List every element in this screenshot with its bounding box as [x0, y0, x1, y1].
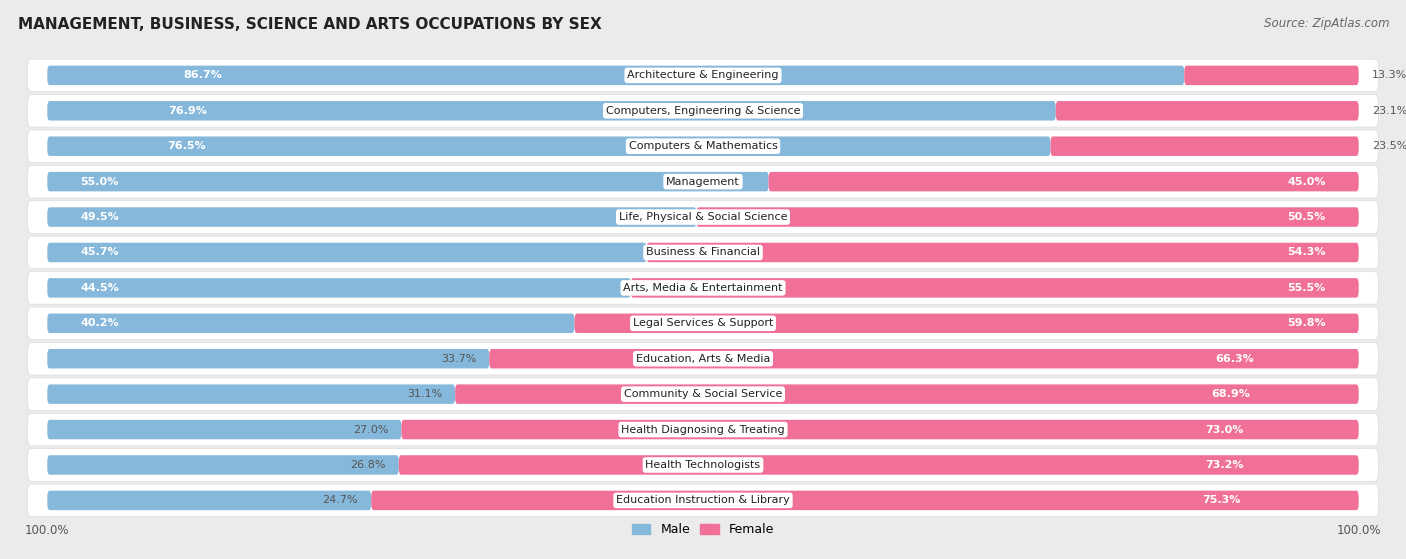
- Text: 73.0%: 73.0%: [1205, 424, 1244, 434]
- Text: Legal Services & Support: Legal Services & Support: [633, 318, 773, 328]
- Text: 55.5%: 55.5%: [1288, 283, 1326, 293]
- FancyBboxPatch shape: [456, 385, 1358, 404]
- Text: 76.5%: 76.5%: [167, 141, 207, 151]
- FancyBboxPatch shape: [28, 94, 1378, 127]
- FancyBboxPatch shape: [48, 491, 371, 510]
- Text: 75.3%: 75.3%: [1202, 495, 1240, 505]
- Text: 59.8%: 59.8%: [1288, 318, 1326, 328]
- Text: 86.7%: 86.7%: [184, 70, 222, 80]
- FancyBboxPatch shape: [48, 349, 489, 368]
- FancyBboxPatch shape: [28, 484, 1378, 517]
- Legend: Male, Female: Male, Female: [627, 518, 779, 542]
- FancyBboxPatch shape: [575, 314, 1358, 333]
- FancyBboxPatch shape: [48, 207, 696, 227]
- Text: MANAGEMENT, BUSINESS, SCIENCE AND ARTS OCCUPATIONS BY SEX: MANAGEMENT, BUSINESS, SCIENCE AND ARTS O…: [18, 17, 602, 32]
- Text: Health Technologists: Health Technologists: [645, 460, 761, 470]
- Text: 45.7%: 45.7%: [80, 248, 118, 258]
- Text: Business & Financial: Business & Financial: [645, 248, 761, 258]
- Text: 66.3%: 66.3%: [1216, 354, 1254, 364]
- Text: Community & Social Service: Community & Social Service: [624, 389, 782, 399]
- Text: 50.5%: 50.5%: [1288, 212, 1326, 222]
- Text: 76.9%: 76.9%: [169, 106, 207, 116]
- FancyBboxPatch shape: [1056, 101, 1358, 121]
- FancyBboxPatch shape: [28, 236, 1378, 269]
- FancyBboxPatch shape: [371, 491, 1358, 510]
- Text: 68.9%: 68.9%: [1212, 389, 1250, 399]
- FancyBboxPatch shape: [28, 449, 1378, 481]
- Text: 23.1%: 23.1%: [1372, 106, 1406, 116]
- Text: Education, Arts & Media: Education, Arts & Media: [636, 354, 770, 364]
- FancyBboxPatch shape: [28, 165, 1378, 198]
- Text: Management: Management: [666, 177, 740, 187]
- FancyBboxPatch shape: [647, 243, 1358, 262]
- Text: 33.7%: 33.7%: [440, 354, 477, 364]
- FancyBboxPatch shape: [696, 207, 1358, 227]
- Text: 45.0%: 45.0%: [1288, 177, 1326, 187]
- Text: 40.2%: 40.2%: [80, 318, 118, 328]
- Text: Arts, Media & Entertainment: Arts, Media & Entertainment: [623, 283, 783, 293]
- FancyBboxPatch shape: [28, 307, 1378, 340]
- Text: Architecture & Engineering: Architecture & Engineering: [627, 70, 779, 80]
- Text: 23.5%: 23.5%: [1372, 141, 1406, 151]
- FancyBboxPatch shape: [28, 272, 1378, 304]
- FancyBboxPatch shape: [48, 101, 1056, 121]
- FancyBboxPatch shape: [769, 172, 1358, 191]
- FancyBboxPatch shape: [48, 172, 769, 191]
- FancyBboxPatch shape: [28, 59, 1378, 92]
- Text: 55.0%: 55.0%: [80, 177, 118, 187]
- FancyBboxPatch shape: [48, 243, 647, 262]
- FancyBboxPatch shape: [28, 378, 1378, 410]
- FancyBboxPatch shape: [1050, 136, 1358, 156]
- FancyBboxPatch shape: [48, 278, 631, 297]
- Text: 73.2%: 73.2%: [1205, 460, 1243, 470]
- FancyBboxPatch shape: [48, 314, 575, 333]
- Text: 24.7%: 24.7%: [322, 495, 359, 505]
- FancyBboxPatch shape: [28, 130, 1378, 163]
- FancyBboxPatch shape: [631, 278, 1358, 297]
- Text: 44.5%: 44.5%: [80, 283, 120, 293]
- FancyBboxPatch shape: [1184, 65, 1358, 85]
- Text: 31.1%: 31.1%: [406, 389, 441, 399]
- Text: 49.5%: 49.5%: [80, 212, 120, 222]
- Text: Computers, Engineering & Science: Computers, Engineering & Science: [606, 106, 800, 116]
- Text: Computers & Mathematics: Computers & Mathematics: [628, 141, 778, 151]
- FancyBboxPatch shape: [28, 343, 1378, 375]
- FancyBboxPatch shape: [48, 136, 1050, 156]
- Text: 27.0%: 27.0%: [353, 424, 388, 434]
- FancyBboxPatch shape: [399, 455, 1358, 475]
- Text: Life, Physical & Social Science: Life, Physical & Social Science: [619, 212, 787, 222]
- FancyBboxPatch shape: [48, 385, 456, 404]
- Text: Education Instruction & Library: Education Instruction & Library: [616, 495, 790, 505]
- Text: 13.3%: 13.3%: [1372, 70, 1406, 80]
- Text: 54.3%: 54.3%: [1288, 248, 1326, 258]
- FancyBboxPatch shape: [48, 65, 1184, 85]
- FancyBboxPatch shape: [28, 201, 1378, 233]
- Text: Health Diagnosing & Treating: Health Diagnosing & Treating: [621, 424, 785, 434]
- Text: Source: ZipAtlas.com: Source: ZipAtlas.com: [1264, 17, 1389, 30]
- FancyBboxPatch shape: [401, 420, 1358, 439]
- FancyBboxPatch shape: [48, 420, 401, 439]
- FancyBboxPatch shape: [489, 349, 1358, 368]
- FancyBboxPatch shape: [48, 455, 399, 475]
- FancyBboxPatch shape: [28, 413, 1378, 446]
- Text: 26.8%: 26.8%: [350, 460, 385, 470]
